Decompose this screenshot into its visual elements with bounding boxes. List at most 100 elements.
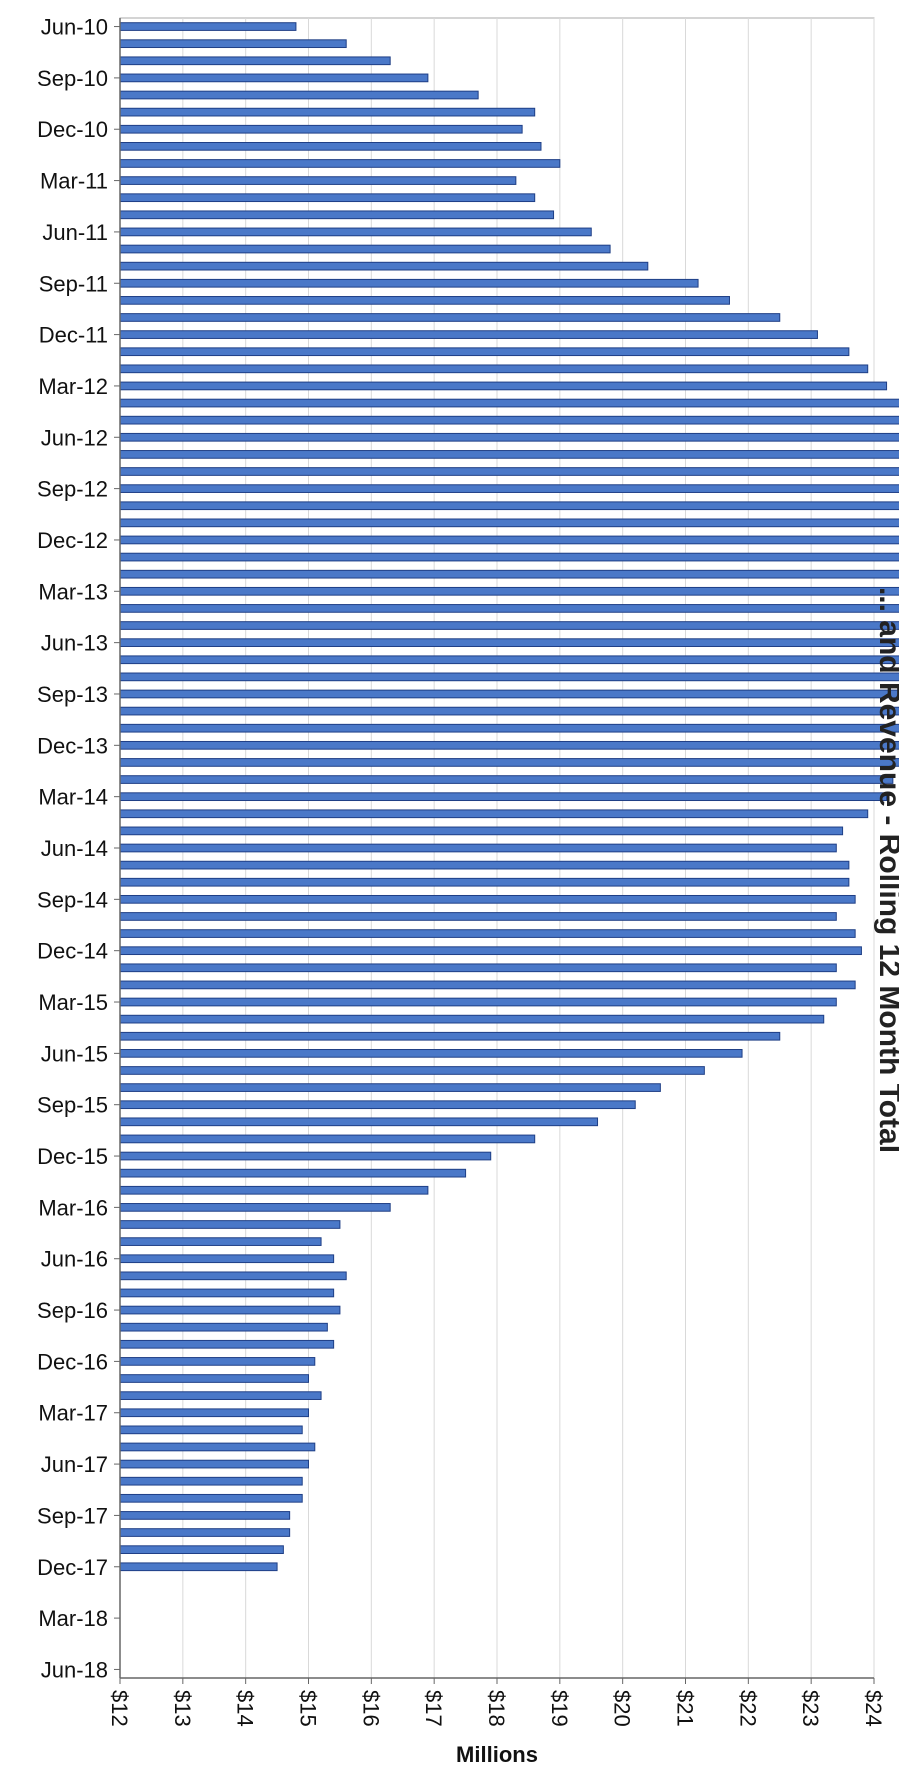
bar: [119, 193, 536, 203]
y-tick-label: Mar-18: [38, 1606, 108, 1631]
bar: [119, 1014, 825, 1024]
x-tick-label: $17: [421, 1690, 446, 1727]
bar: [119, 1168, 467, 1178]
bar: [119, 569, 899, 579]
x-tick-label: $20: [610, 1690, 635, 1727]
bar: [119, 244, 611, 254]
y-tick-label: Sep-17: [37, 1503, 108, 1528]
bar: [119, 1031, 781, 1041]
bar: [119, 894, 856, 904]
bar: [119, 1459, 309, 1469]
bar: [119, 73, 429, 83]
y-tick-label: Sep-11: [39, 271, 108, 296]
bar: [119, 877, 850, 887]
bar: [119, 1271, 347, 1281]
y-tick-label: Jun-11: [42, 220, 108, 245]
bar: [119, 1288, 335, 1298]
y-tick-label: Mar-17: [38, 1401, 108, 1426]
bar: [119, 278, 699, 288]
bar: [119, 1493, 303, 1503]
bar: [119, 1220, 341, 1229]
y-tick-label: Jun-18: [41, 1657, 108, 1682]
y-tick-label: Dec-17: [37, 1555, 108, 1580]
bar: [119, 758, 899, 767]
bar: [119, 381, 888, 391]
y-tick-label: Jun-13: [41, 631, 108, 656]
bar: [119, 90, 479, 100]
bar: [119, 261, 649, 271]
bar: [119, 1151, 492, 1161]
bar: [119, 1237, 322, 1246]
bar: [119, 604, 899, 613]
y-tick-label: Sep-10: [37, 66, 108, 91]
bar: [119, 980, 856, 990]
bar: [119, 672, 899, 682]
y-tick-label: Dec-11: [39, 323, 108, 348]
bar: [119, 552, 899, 562]
bar: [119, 56, 391, 66]
bar: [119, 159, 561, 168]
y-tick-label: Dec-15: [37, 1144, 108, 1169]
bar: [119, 826, 844, 836]
bar: [119, 1528, 291, 1537]
bar: [119, 107, 536, 117]
x-tick-label: $12: [107, 1690, 132, 1727]
bar: [119, 1134, 536, 1144]
bar: [119, 689, 899, 699]
bar: [119, 1203, 391, 1212]
x-tick-label: $16: [358, 1690, 383, 1727]
y-tick-label: Sep-12: [37, 477, 108, 502]
bar: [119, 946, 862, 956]
bar: [119, 655, 899, 665]
bar: [119, 586, 899, 596]
y-axis-ticks: Jun-10 Sep-10 Dec-10 Mar-11 Jun-11 Sep-11 Dec-…: [37, 15, 120, 1682]
x-tick-label: $22: [735, 1690, 760, 1727]
y-tick-label: Sep-16: [37, 1298, 108, 1323]
bar: [119, 723, 899, 733]
bar: [119, 142, 542, 151]
x-axis-ticks: $12 $13 $14 $15 $16 $17 $18 $19 $20 $21 $22 $23 $24: [107, 1678, 886, 1727]
bar: [119, 1545, 284, 1554]
x-tick-label: $18: [484, 1690, 509, 1727]
bar: [119, 398, 899, 408]
y-tick-label: Dec-14: [37, 939, 108, 964]
bar: [119, 330, 818, 339]
bar: [119, 1357, 316, 1366]
y-tick-label: Mar-11: [40, 169, 108, 194]
bar: [119, 1185, 429, 1195]
y-tick-label: Jun-12: [41, 425, 108, 450]
bar: [119, 467, 899, 476]
bar: [119, 501, 899, 511]
y-tick-label: Jun-14: [41, 836, 108, 861]
y-tick-label: Jun-16: [41, 1247, 108, 1272]
bar: [119, 1511, 291, 1520]
bar: [119, 997, 837, 1007]
bar: [119, 1374, 309, 1383]
bar: [119, 843, 837, 853]
bar: [119, 535, 899, 545]
chart-title: ... and Revenue - Rolling 12 Month Total: [873, 587, 899, 1153]
y-tick-label: Dec-12: [37, 528, 108, 553]
x-tick-label: $23: [798, 1690, 823, 1727]
x-tick-label: $24: [861, 1690, 886, 1727]
bar: [119, 39, 347, 49]
bar: [119, 1083, 661, 1092]
y-tick-label: Mar-13: [38, 579, 108, 604]
bar: [119, 296, 730, 305]
bar: [119, 347, 850, 357]
bar: [119, 227, 592, 237]
bar: [119, 621, 899, 630]
y-tick-label: Jun-10: [41, 15, 108, 40]
bar: [119, 929, 856, 938]
bar: [119, 809, 869, 819]
x-tick-label: $19: [547, 1690, 572, 1727]
bar: [119, 1254, 335, 1264]
bar: [119, 1117, 599, 1127]
bar: [119, 313, 781, 322]
bar: [119, 176, 517, 185]
bar: [119, 1425, 303, 1435]
bar: [119, 775, 894, 784]
bar: [119, 1562, 278, 1572]
y-tick-label: Mar-15: [38, 990, 108, 1015]
